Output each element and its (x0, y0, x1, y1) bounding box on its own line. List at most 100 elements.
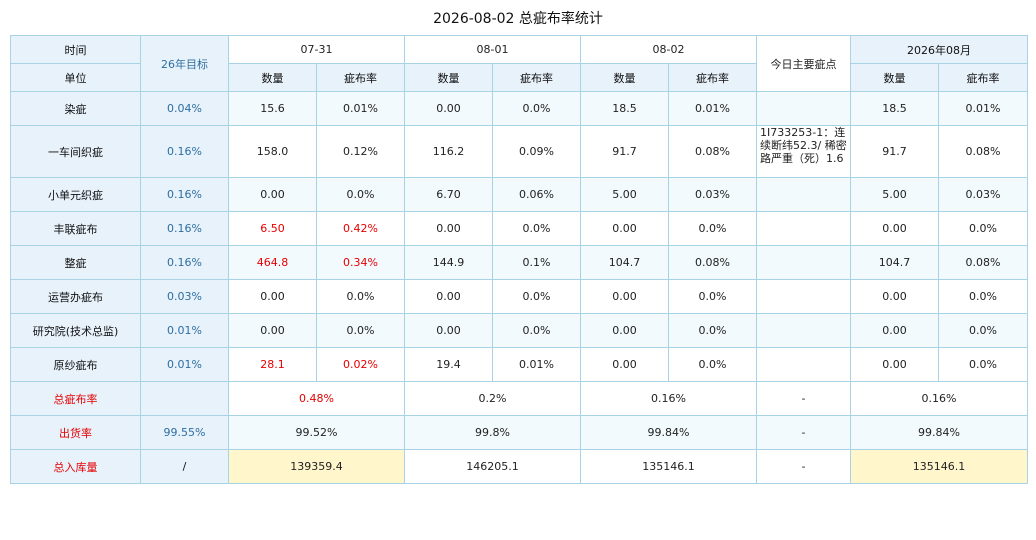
cell-main-defect (756, 177, 851, 212)
row-label: 整疵 (10, 245, 141, 280)
cell-main-defect: 1I733253-1：连续断纬52.3/ 稀密路严重（死）1.6 (756, 125, 851, 178)
row-target: 0.04% (140, 91, 229, 126)
table-row: 研究院(技术总监) 0.01% 0.00 0.0% 0.00 0.0% 0.00… (10, 313, 1028, 348)
row-label: 丰联疵布 (10, 211, 141, 246)
summary-value: 99.8% (404, 415, 581, 450)
cell-qty: 158.0 (228, 125, 317, 178)
cell-rate: 0.08% (668, 245, 757, 280)
row-label: 原纱疵布 (10, 347, 141, 382)
cell-qty: 6.70 (404, 177, 493, 212)
cell-rate: 0.0% (668, 347, 757, 382)
cell-main-defect (756, 347, 851, 382)
cell-rate: 0.0% (492, 91, 581, 126)
summary-month-value: 135146.1 (850, 449, 1028, 484)
row-target: 0.03% (140, 279, 229, 314)
summary-label: 总疵布率 (10, 381, 141, 416)
cell-qty: 91.7 (580, 125, 669, 178)
cell-rate: 0.01% (668, 91, 757, 126)
header-rate: 疵布率 (938, 63, 1028, 92)
cell-rate: 0.12% (316, 125, 405, 178)
cell-rate: 0.0% (316, 279, 405, 314)
summary-note: - (756, 381, 851, 416)
cell-rate: 0.0% (492, 279, 581, 314)
cell-rate: 0.0% (316, 313, 405, 348)
cell-month-rate: 0.08% (938, 125, 1028, 178)
cell-month-qty: 5.00 (850, 177, 939, 212)
header-date-1: 07-31 (228, 35, 405, 64)
cell-month-qty: 0.00 (850, 347, 939, 382)
cell-rate: 0.01% (316, 91, 405, 126)
cell-qty: 0.00 (404, 91, 493, 126)
summary-row-ship-rate: 出货率 99.55% 99.52% 99.8% 99.84% - 99.84% (10, 415, 1028, 450)
summary-month-value: 0.16% (850, 381, 1028, 416)
cell-rate: 0.0% (316, 177, 405, 212)
cell-rate: 0.1% (492, 245, 581, 280)
header-unit: 单位 (10, 63, 141, 92)
cell-month-qty: 0.00 (850, 313, 939, 348)
cell-qty: 144.9 (404, 245, 493, 280)
cell-month-qty: 0.00 (850, 211, 939, 246)
cell-qty: 0.00 (404, 313, 493, 348)
table-row: 整疵 0.16% 464.8 0.34% 144.9 0.1% 104.7 0.… (10, 245, 1028, 280)
cell-month-rate: 0.08% (938, 245, 1028, 280)
cell-main-defect (756, 211, 851, 246)
summary-value: 0.2% (404, 381, 581, 416)
table-row: 一车间织疵 0.16% 158.0 0.12% 116.2 0.09% 91.7… (10, 125, 1028, 178)
cell-main-defect (756, 279, 851, 314)
cell-qty: 28.1 (228, 347, 317, 382)
cell-rate: 0.0% (492, 211, 581, 246)
summary-label: 出货率 (10, 415, 141, 450)
row-label: 染疵 (10, 91, 141, 126)
cell-rate: 0.0% (668, 279, 757, 314)
cell-month-rate: 0.03% (938, 177, 1028, 212)
header-target: 26年目标 (140, 35, 229, 92)
cell-month-rate: 0.0% (938, 211, 1028, 246)
row-label: 运营办疵布 (10, 279, 141, 314)
row-target: 0.16% (140, 125, 229, 178)
header-rate: 疵布率 (492, 63, 581, 92)
row-target: 0.16% (140, 245, 229, 280)
cell-month-rate: 0.0% (938, 313, 1028, 348)
row-label: 研究院(技术总监) (10, 313, 141, 348)
cell-qty: 15.6 (228, 91, 317, 126)
table-row: 运营办疵布 0.03% 0.00 0.0% 0.00 0.0% 0.00 0.0… (10, 279, 1028, 314)
cell-month-rate: 0.0% (938, 279, 1028, 314)
cell-qty: 116.2 (404, 125, 493, 178)
cell-rate: 0.0% (492, 313, 581, 348)
cell-qty: 18.5 (580, 91, 669, 126)
cell-qty: 0.00 (580, 313, 669, 348)
header-row-dates: 时间 26年目标 07-31 08-01 08-02 今日主要疵点 2026年0… (10, 35, 1028, 92)
cell-month-rate: 0.0% (938, 347, 1028, 382)
cell-month-qty: 91.7 (850, 125, 939, 178)
header-main-defect: 今日主要疵点 (756, 35, 851, 92)
cell-main-defect (756, 313, 851, 348)
header-qty: 数量 (228, 63, 317, 92)
cell-rate: 0.08% (668, 125, 757, 178)
table-row: 原纱疵布 0.01% 28.1 0.02% 19.4 0.01% 0.00 0.… (10, 347, 1028, 382)
summary-row-total-rate: 总疵布率 0.48% 0.2% 0.16% - 0.16% (10, 381, 1028, 416)
defect-rate-table: 时间 26年目标 07-31 08-01 08-02 今日主要疵点 2026年0… (10, 35, 1028, 484)
cell-rate: 0.0% (668, 211, 757, 246)
cell-month-qty: 18.5 (850, 91, 939, 126)
summary-value: 0.48% (228, 381, 405, 416)
summary-target (140, 381, 229, 416)
summary-value: 146205.1 (404, 449, 581, 484)
header-month: 2026年08月 (850, 35, 1028, 64)
cell-rate: 0.42% (316, 211, 405, 246)
row-label: 小单元织疵 (10, 177, 141, 212)
summary-value: 135146.1 (580, 449, 757, 484)
table-row: 染疵 0.04% 15.6 0.01% 0.00 0.0% 18.5 0.01%… (10, 91, 1028, 126)
header-rate: 疵布率 (668, 63, 757, 92)
summary-note: - (756, 415, 851, 450)
header-time: 时间 (10, 35, 141, 64)
cell-qty: 0.00 (580, 211, 669, 246)
header-date-2: 08-01 (404, 35, 581, 64)
cell-qty: 0.00 (228, 279, 317, 314)
cell-qty: 104.7 (580, 245, 669, 280)
summary-value: 99.52% (228, 415, 405, 450)
row-label: 一车间织疵 (10, 125, 141, 178)
cell-qty: 0.00 (404, 211, 493, 246)
cell-rate: 0.09% (492, 125, 581, 178)
header-rate: 疵布率 (316, 63, 405, 92)
header-date-3: 08-02 (580, 35, 757, 64)
